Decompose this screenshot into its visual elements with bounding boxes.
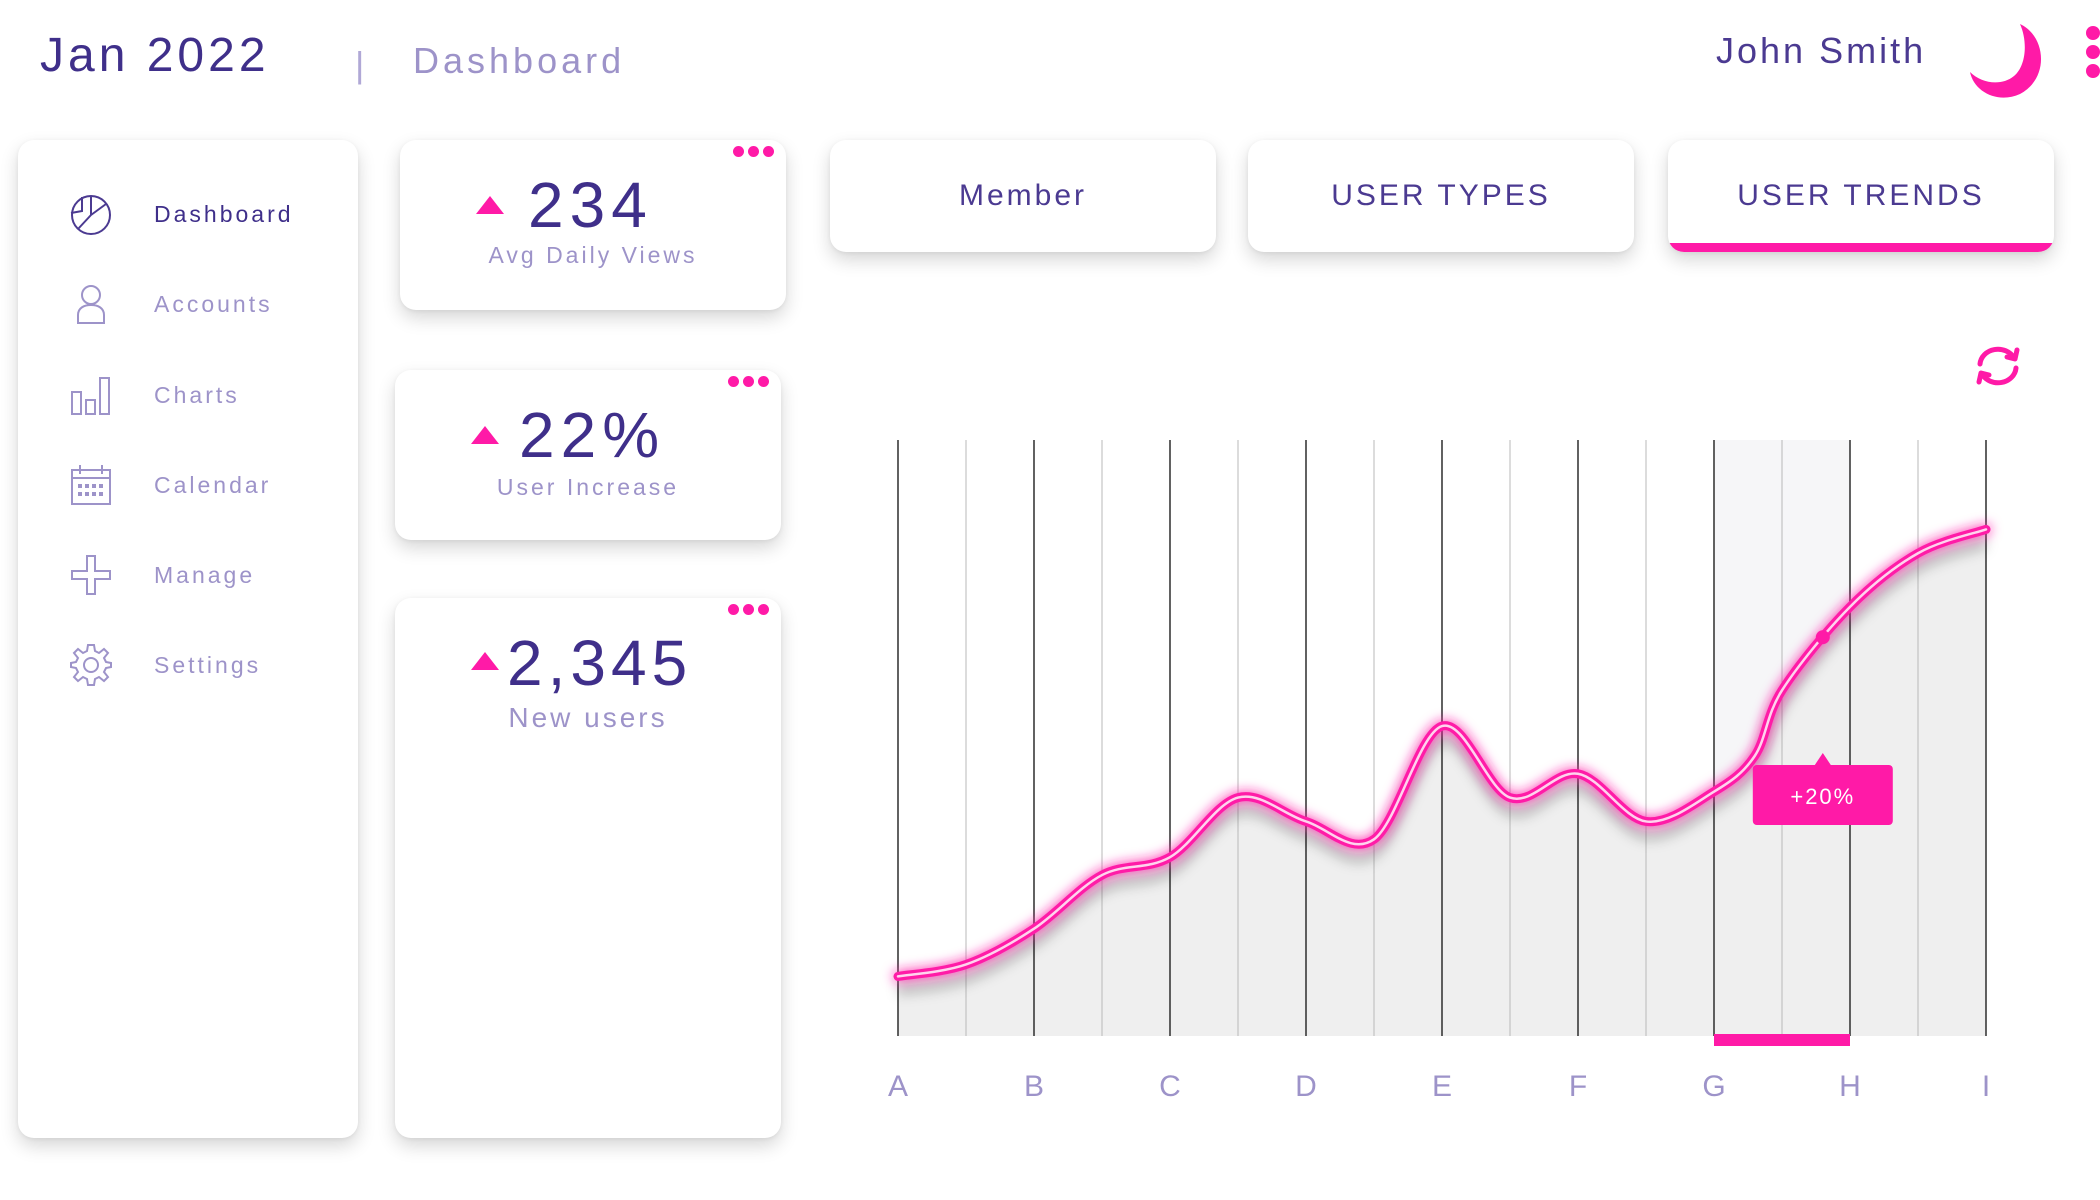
range-indicator-bar: [1714, 1034, 1850, 1046]
tab-user-types[interactable]: USER TYPES: [1248, 140, 1634, 252]
user-name[interactable]: John Smith: [1716, 30, 1927, 71]
sidebar-item-manage[interactable]: Manage: [68, 550, 358, 600]
x-tick-label: G: [1702, 1070, 1725, 1103]
card-menu-icon[interactable]: [728, 604, 769, 615]
sidebar-item-label: Dashboard: [154, 200, 294, 227]
stat-value: 22%: [519, 399, 666, 471]
header-separator: |: [355, 44, 365, 85]
stat-card-increase[interactable]: 22% User Increase: [395, 370, 781, 540]
stat-value: 2,345: [507, 627, 693, 699]
x-tick-label: D: [1295, 1070, 1317, 1103]
x-tick-label: B: [1024, 1070, 1044, 1103]
tab-user-trends[interactable]: USER TRENDS: [1668, 140, 2054, 252]
tab-member[interactable]: Member: [830, 140, 1216, 252]
card-menu-icon[interactable]: [733, 146, 774, 157]
sidebar-item-label: Accounts: [154, 290, 273, 317]
series-line-core: [896, 528, 1988, 978]
user-icon: [68, 281, 114, 327]
series-line-shadow: [897, 538, 1988, 996]
x-tick-label: I: [1982, 1070, 1990, 1103]
sidebar-item-label: Charts: [154, 381, 240, 408]
tab-label: USER TRENDS: [1737, 179, 1985, 212]
annotation-label: +20%: [1790, 784, 1855, 809]
page-title: Dashboard: [413, 40, 626, 81]
sidebar-item-dashboard[interactable]: Dashboard: [68, 189, 358, 239]
sidebar-item-charts[interactable]: Charts: [68, 370, 358, 420]
gear-icon: [68, 642, 114, 688]
x-tick-label: A: [888, 1070, 908, 1103]
trend-up-icon: [476, 196, 504, 214]
active-tab-indicator: [1668, 243, 2054, 252]
stat-value: 234: [528, 169, 653, 241]
sidebar-item-label: Settings: [154, 651, 262, 678]
sidebar-item-label: Manage: [154, 561, 256, 588]
sidebar-item-settings[interactable]: Settings: [68, 640, 358, 690]
card-menu-icon[interactable]: [728, 376, 769, 387]
pie-chart-icon: [68, 191, 114, 237]
stat-label: Avg Daily Views: [488, 242, 698, 268]
user-trends-chart: A B C D E F G H I +20%: [888, 440, 1991, 1103]
refresh-icon[interactable]: [1972, 340, 2024, 392]
header-date: Jan 2022: [40, 29, 270, 82]
stat-label: User Increase: [496, 474, 680, 500]
tab-label: Member: [958, 179, 1088, 212]
sidebar: Dashboard Accounts Charts: [18, 140, 358, 1138]
crescent-logo: [1968, 20, 2050, 98]
annotation-point: [1815, 630, 1830, 645]
annotation-pointer: [1814, 753, 1831, 765]
x-tick-label: E: [1432, 1070, 1452, 1103]
calendar-icon: [68, 462, 114, 508]
trend-up-icon: [471, 426, 499, 444]
annotation-tooltip: [1752, 765, 1893, 825]
sidebar-item-accounts[interactable]: Accounts: [68, 279, 358, 329]
plus-icon: [68, 552, 114, 598]
trend-up-icon: [471, 652, 499, 670]
x-tick-label: F: [1569, 1070, 1587, 1103]
tab-label: USER TYPES: [1331, 179, 1551, 212]
stat-label: New users: [508, 702, 668, 733]
sidebar-item-label: Calendar: [154, 471, 272, 498]
sidebar-item-calendar[interactable]: Calendar: [68, 460, 358, 510]
stat-card-views[interactable]: 234 Avg Daily Views: [400, 140, 786, 310]
x-tick-label: H: [1839, 1070, 1861, 1103]
kebab-menu-icon[interactable]: [2086, 26, 2100, 86]
bar-chart-icon: [68, 372, 114, 418]
x-tick-label: C: [1159, 1070, 1181, 1103]
stat-card-new-users[interactable]: 2,345 New users: [395, 598, 781, 1138]
